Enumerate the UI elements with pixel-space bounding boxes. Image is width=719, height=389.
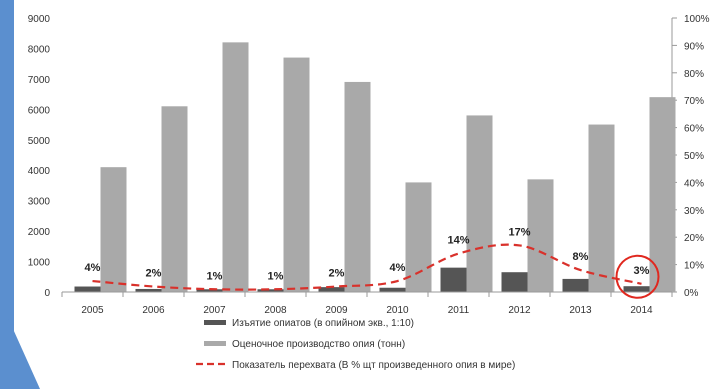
seizure-bar — [379, 287, 406, 292]
right-tick-label: 50% — [684, 151, 704, 162]
highlight — [615, 254, 660, 299]
legend-label-production: Оценочное производство опия (тонн) — [232, 339, 405, 350]
data-label: 1% — [207, 270, 223, 282]
x-tick-label: 2006 — [142, 305, 165, 316]
production-bar — [649, 97, 676, 293]
production-bar — [588, 124, 615, 292]
interception-line — [92, 243, 642, 291]
right-tick-label: 70% — [684, 96, 704, 107]
production-bar — [283, 57, 310, 293]
legend-swatch-seizure — [204, 320, 226, 325]
left-axis: 0 1000 2000 3000 4000 5000 6000 7000 8000 9000 — [28, 14, 51, 299]
x-tick-label: 2012 — [508, 305, 531, 316]
seizure-bar — [501, 272, 528, 292]
data-label: 17% — [508, 226, 530, 238]
left-tick-label: 8000 — [28, 44, 51, 55]
left-tick-label: 2000 — [28, 227, 51, 238]
data-label: 2% — [329, 268, 345, 280]
left-tick-label: 9000 — [28, 14, 51, 25]
x-tick-label: 2010 — [386, 305, 409, 316]
right-tick-label: 60% — [684, 124, 704, 135]
production-bar — [405, 182, 432, 292]
data-label: 14% — [447, 235, 469, 247]
x-tick-label: 2009 — [325, 305, 348, 316]
production-bar — [344, 81, 371, 292]
left-tick-label: 5000 — [28, 136, 51, 147]
production-bar — [100, 167, 127, 292]
left-tick-label: 1000 — [28, 258, 51, 269]
interception-rate-line — [92, 243, 642, 291]
right-tick-label: 80% — [684, 69, 704, 80]
production-bar — [527, 179, 554, 292]
right-tick-label: 40% — [684, 178, 704, 189]
legend-label-seizure: Изъятие опиатов (в опийном экв., 1:10) — [232, 318, 414, 329]
x-tick-label: 2014 — [630, 305, 653, 316]
production-bar — [466, 115, 493, 292]
data-label: 1% — [268, 270, 284, 282]
legend-swatch-production — [204, 341, 226, 346]
left-tick-label: 3000 — [28, 197, 51, 208]
legend: Изъятие опиатов (в опийном экв., 1:10) Оц… — [196, 318, 515, 371]
data-label: 4% — [390, 262, 406, 274]
production-bar — [222, 42, 249, 292]
slide-corner-decoration — [0, 300, 40, 389]
left-tick-label: 0 — [44, 288, 50, 299]
seizure-bar — [562, 278, 589, 292]
x-tick-label: 2008 — [264, 305, 287, 316]
seizure-bar — [135, 288, 162, 292]
right-tick-label: 10% — [684, 261, 704, 272]
seizure-bar — [74, 286, 101, 292]
seizure-bar — [196, 289, 223, 292]
right-axis: 0% 10% 20% 30% 40% 50% 60% 70% 80% 90% 100% — [671, 14, 710, 299]
data-labels: 4% 2% 1% 1% 2% 4% 14% 17% 8% 3% — [85, 226, 650, 282]
data-label: 2% — [146, 268, 162, 280]
right-tick-label: 0% — [684, 288, 699, 299]
data-label: 4% — [85, 262, 101, 274]
seizure-bar — [440, 267, 467, 292]
x-tick-label: 2011 — [448, 305, 470, 316]
right-tick-label: 90% — [684, 41, 704, 52]
legend-label-rate: Показатель перехвата (В % щт произведенн… — [232, 360, 515, 371]
left-tick-label: 7000 — [28, 75, 51, 86]
right-tick-label: 20% — [684, 233, 704, 244]
left-tick-label: 4000 — [28, 166, 51, 177]
left-tick-label: 6000 — [28, 105, 51, 116]
data-label: 8% — [573, 251, 589, 263]
highlight-circle — [615, 254, 660, 299]
seizure-bar — [257, 289, 284, 292]
x-tick-label: 2005 — [81, 305, 104, 316]
bars — [74, 42, 676, 293]
production-bar — [161, 106, 188, 293]
seizure-bar — [318, 287, 345, 292]
right-tick-label: 100% — [684, 14, 710, 25]
seizure-bar — [623, 286, 650, 292]
x-axis: 2005 2006 2007 2008 2009 2010 2011 2012 2013 2014 — [61, 291, 673, 316]
data-label: 3% — [634, 265, 650, 277]
x-tick-label: 2007 — [203, 305, 226, 316]
right-tick-label: 30% — [684, 206, 704, 217]
x-tick-label: 2013 — [569, 305, 592, 316]
